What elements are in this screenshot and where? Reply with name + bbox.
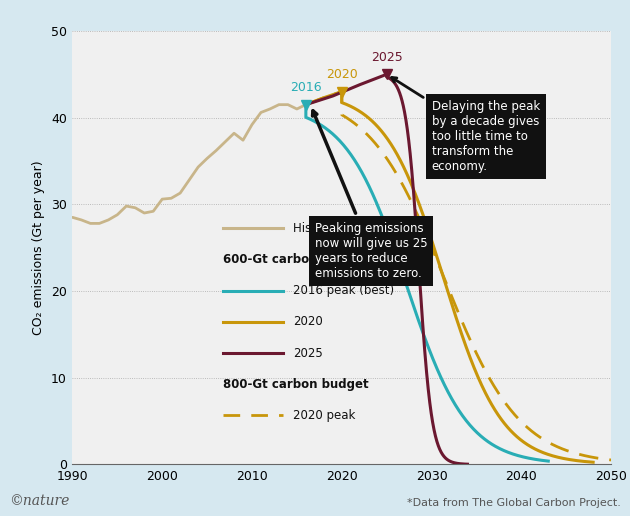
Text: 2025: 2025	[371, 51, 403, 64]
Text: 2020: 2020	[294, 315, 323, 328]
Text: 600-Gt carbon budget: 600-Gt carbon budget	[223, 253, 369, 266]
Text: 2020 peak: 2020 peak	[294, 409, 356, 422]
Text: *Data from The Global Carbon Project.: *Data from The Global Carbon Project.	[407, 498, 621, 508]
Text: 2025: 2025	[294, 347, 323, 360]
Text: 2020: 2020	[326, 68, 358, 81]
Text: Historical emissions*: Historical emissions*	[294, 222, 417, 235]
Text: 2016: 2016	[290, 81, 322, 94]
Text: Delaying the peak
by a decade gives
too little time to
transform the
economy.: Delaying the peak by a decade gives too …	[392, 77, 540, 173]
Text: ©nature: ©nature	[9, 494, 70, 508]
Y-axis label: CO₂ emissions (Gt per year): CO₂ emissions (Gt per year)	[32, 160, 45, 335]
Text: 2016 peak (best): 2016 peak (best)	[294, 284, 394, 297]
Text: Peaking emissions
now will give us 25
years to reduce
emissions to zero.: Peaking emissions now will give us 25 ye…	[312, 111, 428, 280]
Text: 800-Gt carbon budget: 800-Gt carbon budget	[223, 378, 369, 391]
